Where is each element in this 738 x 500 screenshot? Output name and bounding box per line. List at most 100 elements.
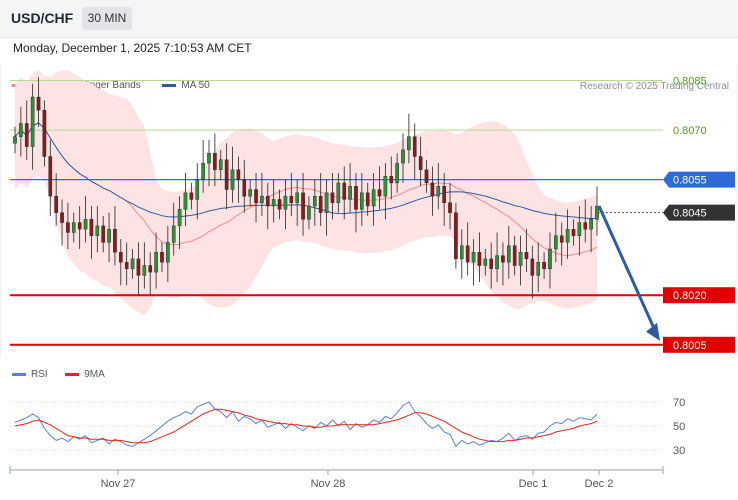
candle-body xyxy=(265,195,270,207)
ma50-line xyxy=(14,122,598,220)
timeframe-button[interactable]: 30 MIN xyxy=(82,7,132,30)
rsi-ma-legend-swatch xyxy=(65,372,80,376)
candle-body xyxy=(330,192,335,203)
candle-body xyxy=(318,195,323,213)
candle-body xyxy=(24,123,29,147)
rsi-tick-label-2: 30 xyxy=(673,445,685,457)
candle-body xyxy=(89,219,94,236)
candle-body xyxy=(166,242,170,263)
level-label-5: 0.8005 xyxy=(673,340,707,352)
candle-body xyxy=(142,265,147,276)
candle-body xyxy=(124,262,129,270)
candle-body xyxy=(177,209,182,227)
candle-body xyxy=(471,252,476,263)
level-tag-5 xyxy=(663,336,735,353)
forecast-arrow-shaft xyxy=(597,205,658,334)
rsi-legend-swatch xyxy=(12,372,26,376)
credit-label: Research © 2025 Trading Central xyxy=(579,81,729,92)
candle-body xyxy=(301,192,305,220)
candle-body xyxy=(412,136,417,157)
candle-body xyxy=(430,182,435,197)
level-label-1: 0.8070 xyxy=(673,125,707,137)
candle-body xyxy=(559,235,564,243)
x-tick-label-3: Dec 2 xyxy=(585,478,614,490)
candle-body xyxy=(277,199,282,210)
candle-body xyxy=(377,189,382,197)
candle-body xyxy=(42,110,47,157)
candle-body xyxy=(307,205,311,220)
rsi-legend-label: RSI xyxy=(31,369,48,380)
forecast-arrow-head xyxy=(646,322,660,341)
candle-body xyxy=(271,199,276,207)
level-label-2: 0.8055 xyxy=(673,175,707,187)
candle-body xyxy=(565,228,570,243)
rsi-tick-label-0: 70 xyxy=(673,397,685,409)
candle-body xyxy=(583,222,588,230)
candle-body xyxy=(107,228,111,243)
rsi-series-line-1 xyxy=(14,408,598,444)
candle-body xyxy=(495,255,499,270)
candle-body xyxy=(313,195,317,207)
candle-body xyxy=(336,182,341,203)
candle-body xyxy=(136,258,141,276)
candle-body xyxy=(71,222,76,233)
rsi-ma-legend-label: 9MA xyxy=(84,369,105,380)
candle-body xyxy=(19,123,23,137)
candle-body xyxy=(148,265,153,273)
candle-body xyxy=(130,258,135,270)
candle-body xyxy=(395,162,399,184)
candle-body xyxy=(77,222,82,230)
candle-body xyxy=(360,192,364,210)
candle-body xyxy=(454,212,458,260)
candle-body xyxy=(207,152,211,164)
candle-body xyxy=(577,222,582,236)
candle-body xyxy=(436,186,441,197)
candle-body xyxy=(512,245,517,266)
candle-body xyxy=(195,179,200,200)
candle-body xyxy=(260,195,264,203)
ma50-legend-label: MA 50 xyxy=(181,80,210,91)
candle-body xyxy=(213,152,217,170)
candle-body xyxy=(13,136,17,144)
symbol-label: USD/CHF xyxy=(11,10,74,26)
candle-body xyxy=(218,159,223,170)
candle-body xyxy=(371,189,376,207)
candle-body xyxy=(483,258,488,266)
rsi-tick-label-1: 50 xyxy=(673,421,685,433)
level-tag-4 xyxy=(663,287,735,304)
candle-body xyxy=(354,186,358,210)
candle-body xyxy=(389,176,394,184)
candle-body xyxy=(189,192,194,200)
candle-body xyxy=(95,225,100,236)
candle-body xyxy=(48,156,53,197)
candle-body xyxy=(224,159,229,190)
level-tag-2 xyxy=(663,171,735,188)
candle-body xyxy=(183,192,188,210)
level-label-0: 0.8085 xyxy=(673,76,707,88)
candle-body xyxy=(283,195,288,210)
candle-body xyxy=(477,252,482,266)
candle-body xyxy=(324,192,329,213)
candle-body xyxy=(230,169,235,190)
candle-body xyxy=(83,219,88,230)
candle-body xyxy=(119,252,123,263)
candle-body xyxy=(236,169,241,180)
rsi-series-line-0 xyxy=(14,401,598,448)
candle-body xyxy=(36,96,41,111)
candle-body xyxy=(489,258,493,270)
candle-body xyxy=(442,186,446,203)
candle-body xyxy=(348,186,352,200)
candle-body xyxy=(383,176,388,197)
candle-body xyxy=(154,252,158,273)
x-tick-label-1: Nov 28 xyxy=(311,478,346,490)
candle-body xyxy=(101,225,105,243)
candle-body xyxy=(536,262,541,276)
chart-header-bar: USD/CHF 30 MIN xyxy=(0,0,738,38)
x-tick-label-0: Nov 27 xyxy=(101,478,136,490)
candle-body xyxy=(242,179,247,197)
candle-body xyxy=(501,255,505,263)
candle-body xyxy=(248,189,252,197)
candle-body xyxy=(66,222,70,233)
candle-body xyxy=(289,195,294,203)
